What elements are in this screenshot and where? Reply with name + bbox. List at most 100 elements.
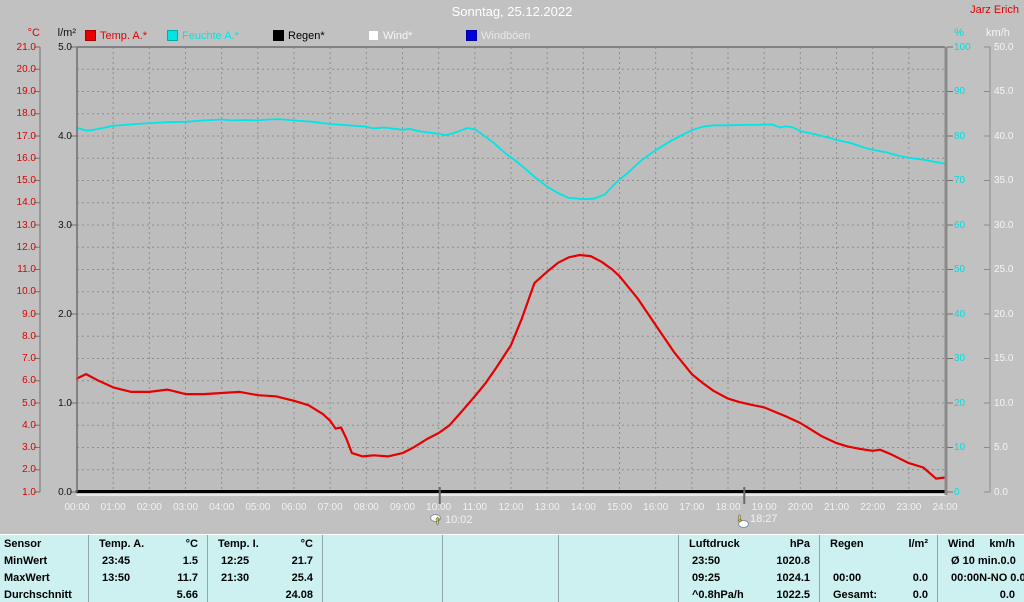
col-header-temp-a: Temp. A. °C (88, 535, 207, 552)
wind-max: 00:00 N-NO 0.0 (937, 569, 1024, 586)
wind-avg10: Ø 10 min. 0.0 (937, 552, 1024, 569)
legend-label: Windböen (481, 29, 531, 42)
time-tick-label: 19:00 (751, 502, 777, 513)
temp-tick-label: 21.0 (16, 41, 36, 53)
humidity-tick-label: 0 (954, 486, 960, 498)
temp-tick-label: 10.0 (16, 286, 36, 298)
temp-tick-label: 7.0 (22, 353, 36, 364)
humidity-series-swatch-icon (167, 30, 178, 41)
time-tick-label: 07:00 (317, 502, 343, 513)
rain-tick-label: 3.0 (58, 219, 72, 231)
chart-area: 21.0 20.0 19.0 18.0 17.0 16.0 15.0 14.0 13.0 12.0… (16, 41, 1014, 529)
empty-cell (322, 552, 442, 569)
empty-cell (442, 552, 558, 569)
row-label-durchschnitt: Durchschnitt (4, 588, 72, 601)
time-tick-label: 11:00 (462, 502, 487, 513)
temp-i-avg: 24.08 (207, 586, 322, 602)
time-tick-label: 01:00 (100, 502, 126, 513)
humidity-tick-label: 30 (954, 353, 966, 364)
sunset-time-marker: ↓ 18:27 (736, 513, 778, 528)
col-header-wind: Wind km/h (937, 535, 1024, 552)
temp-tick-label: 16.0 (16, 152, 36, 164)
temp-a-avg: 5.66 (88, 586, 207, 602)
wind-avg: 0.0 (937, 586, 1024, 602)
time-tick-label: 21:00 (823, 502, 850, 513)
wind-tick-label: 35.0 (994, 175, 1014, 186)
rain-tick-label: 0.0 (58, 486, 72, 498)
wind-series-swatch-icon (368, 30, 379, 41)
temp-tick-label: 9.0 (22, 308, 36, 320)
temp-i-max: 21:30 25.4 (207, 569, 322, 586)
legend-label: Regen* (288, 29, 325, 42)
empty-cell (442, 535, 558, 552)
empty-cell (558, 535, 678, 552)
rain-series-swatch-icon (273, 30, 284, 41)
sunrise-time-marker: ↑ 10:02 (431, 514, 473, 529)
rain-tick-label: 2.0 (58, 308, 72, 320)
wind-tick-label: 20.0 (994, 308, 1014, 320)
temp-tick-label: 20.0 (16, 63, 36, 75)
legend-item-wind: Wind* (368, 29, 412, 42)
time-tick-label: 05:00 (245, 502, 271, 513)
legend-item-humidity: Feuchte A.* (167, 29, 239, 42)
humidity-tick-label: 70 (954, 175, 966, 186)
pressure-min: 23:50 1020.8 (678, 552, 819, 569)
temp-series-swatch-icon (85, 30, 96, 41)
page-title: Sonntag, 25.12.2022 (451, 4, 573, 19)
time-tick-label: 04:00 (209, 502, 235, 513)
time-tick-label: 24:00 (932, 502, 958, 513)
pressure-max: 09:25 1024.1 (678, 569, 819, 586)
empty-cell (558, 552, 678, 569)
legend-item-rain: Regen* (273, 29, 325, 42)
temp-tick-label: 19.0 (16, 86, 36, 97)
col-header-pressure: Luftdruck hPa (678, 535, 819, 552)
time-tick-label: 20:00 (787, 502, 813, 513)
humidity-tick-label: 50 (954, 264, 966, 275)
temp-tick-label: 6.0 (22, 375, 36, 387)
time-marker-down-icon: ↓ (736, 513, 749, 527)
feuchte-a--series-line (76, 118, 946, 201)
chart-canvas (34, 46, 991, 504)
humidity-tick-label: 90 (954, 86, 966, 97)
temp-a-min: 23:45 1.5 (88, 552, 207, 569)
row-label-minwert: MinWert (4, 554, 48, 567)
humidity-tick-label: 10 (954, 442, 966, 453)
marker-time: 10:02 (445, 514, 473, 526)
gusts-series-swatch-icon (466, 30, 477, 41)
time-tick-label: 12:00 (498, 502, 524, 513)
temp-tick-label: 2.0 (22, 464, 36, 476)
marker-time: 18:27 (750, 513, 778, 525)
empty-cell (322, 569, 442, 586)
empty-cell (322, 586, 442, 602)
wind-tick-label: 30.0 (994, 219, 1014, 231)
empty-cell (442, 586, 558, 602)
humidity-tick-label: 100 (954, 41, 971, 53)
time-tick-label: 18:00 (715, 502, 741, 513)
wind-tick-label: 50.0 (994, 41, 1014, 53)
rain-total: Gesamt: 0.0 (819, 586, 937, 602)
humidity-tick-label: 40 (954, 308, 966, 320)
humidity-tick-label: 20 (954, 397, 966, 409)
rain-axis-unit-label: l/m² (57, 27, 76, 39)
temp-tick-label: 17.0 (16, 130, 36, 142)
wind-tick-label: 25.0 (994, 264, 1014, 275)
time-tick-label: 10:00 (426, 502, 452, 513)
wind-tick-label: 45.0 (994, 86, 1014, 97)
empty-cell (322, 535, 442, 552)
rain-tick-label: 1.0 (58, 397, 72, 409)
temp-axis-unit-label: °C (27, 27, 40, 39)
wind-tick-label: 5.0 (994, 442, 1008, 453)
temp-tick-label: 1.0 (22, 486, 36, 498)
legend-item-gusts: Windböen (466, 29, 531, 42)
temp-tick-label: 11.0 (17, 264, 36, 275)
temp-a--series-line (75, 253, 947, 480)
humidity-tick-label: 60 (954, 219, 966, 231)
temp-tick-label: 14.0 (16, 197, 36, 209)
rain-max: 00:00 0.0 (819, 569, 937, 586)
temp-a-max: 13:50 11.7 (88, 569, 207, 586)
col-header-rain: Regen l/m² (819, 535, 937, 552)
rain-tick-label: 5.0 (58, 41, 72, 53)
temp-tick-label: 5.0 (22, 397, 36, 409)
time-tick-label: 14:00 (570, 502, 596, 513)
